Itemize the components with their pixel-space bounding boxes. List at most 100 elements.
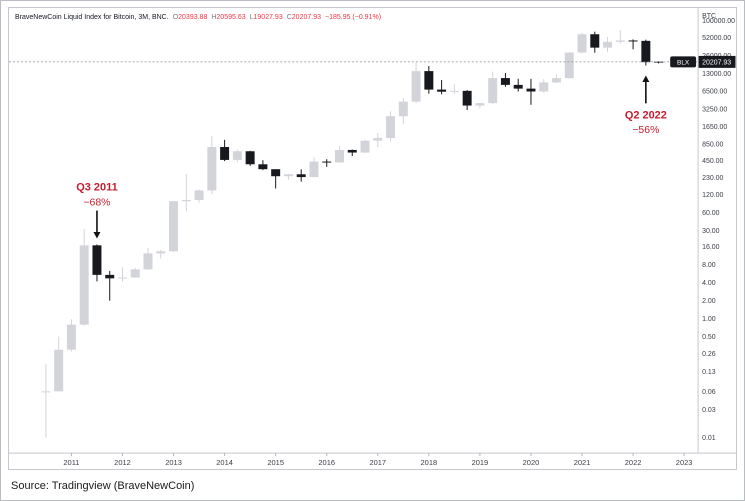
candle bbox=[92, 244, 102, 282]
candle bbox=[258, 160, 268, 171]
price-tick-label: 16.00 bbox=[702, 244, 720, 251]
year-tick-label: 2016 bbox=[318, 458, 335, 467]
candle bbox=[449, 84, 459, 94]
candle bbox=[169, 200, 179, 252]
price-tick-label: 1.00 bbox=[702, 316, 716, 323]
candle bbox=[181, 173, 191, 212]
price-tick-label: 8.00 bbox=[702, 262, 716, 269]
year-tick-label: 2020 bbox=[523, 458, 540, 467]
candle bbox=[245, 150, 255, 166]
annotation-q2-2022: Q2 2022 −56% bbox=[625, 75, 667, 136]
candle bbox=[539, 79, 549, 93]
candle bbox=[194, 189, 204, 203]
price-tick-label: 6500.00 bbox=[702, 89, 727, 96]
candle bbox=[283, 173, 293, 180]
candlestick-series bbox=[41, 30, 664, 438]
year-tick-label: 2013 bbox=[165, 458, 182, 467]
candle bbox=[424, 66, 434, 94]
candle bbox=[603, 36, 613, 53]
price-tick-label: 0.01 bbox=[702, 435, 716, 442]
candle bbox=[66, 319, 76, 352]
svg-text:20207.93: 20207.93 bbox=[702, 59, 731, 66]
price-tick-label: 30.00 bbox=[702, 228, 720, 235]
price-axis[interactable]: BTC100000.0052000.0026000.0013000.006500… bbox=[702, 13, 735, 442]
price-tick-label: 850.00 bbox=[702, 141, 723, 148]
candle bbox=[462, 90, 472, 111]
source-caption: Source: Tradingview (BraveNewCoin) bbox=[11, 480, 195, 492]
price-tick-label: 3250.00 bbox=[702, 107, 727, 114]
candle bbox=[130, 267, 140, 278]
price-tick-label: 52000.00 bbox=[702, 35, 731, 42]
candle bbox=[347, 149, 357, 156]
candle bbox=[437, 80, 447, 95]
open-label: O bbox=[172, 14, 179, 21]
candle bbox=[641, 39, 651, 66]
candle bbox=[526, 78, 536, 105]
candle bbox=[654, 61, 664, 64]
price-tick-label: 0.50 bbox=[702, 334, 716, 341]
candle bbox=[564, 52, 574, 79]
low-label: L bbox=[249, 14, 254, 21]
price-tick-label: 450.00 bbox=[702, 158, 723, 165]
svg-text:BLX: BLX bbox=[677, 59, 690, 66]
candle bbox=[143, 247, 153, 270]
open-value: 20393.88 bbox=[178, 14, 208, 21]
price-tick-label: 0.13 bbox=[702, 369, 716, 376]
series-label-badge: BLX bbox=[670, 56, 697, 68]
annotation-title: Q2 2022 bbox=[625, 109, 667, 121]
candle bbox=[105, 270, 115, 301]
year-tick-label: 2023 bbox=[676, 458, 693, 467]
price-axis-unit: BTC bbox=[702, 13, 716, 20]
time-axis[interactable]: 2011 2012 2013 2014 2015 2016 2017 2018 2019 2020… bbox=[63, 453, 692, 467]
price-tick-label: 0.06 bbox=[702, 389, 716, 396]
annotation-value: −56% bbox=[632, 125, 659, 136]
candle bbox=[475, 102, 485, 109]
change-value: −185.95 (−0.91%) bbox=[324, 14, 382, 21]
close-value: 20207.93 bbox=[291, 14, 321, 21]
year-tick-label: 2022 bbox=[625, 458, 642, 467]
candle bbox=[296, 169, 306, 182]
last-price-tag: 20207.93 bbox=[698, 55, 736, 68]
tradingview-chart-panel: BTC100000.0052000.0026000.0013000.006500… bbox=[8, 7, 737, 470]
price-tick-label: 1650.00 bbox=[702, 124, 727, 131]
close-label: C bbox=[286, 14, 292, 21]
candle bbox=[577, 32, 587, 54]
candle bbox=[488, 71, 498, 104]
low-value: 19027.93 bbox=[253, 14, 283, 21]
candle bbox=[513, 78, 523, 92]
price-tick-label: 230.00 bbox=[702, 175, 723, 182]
price-tick-label: 100000.00 bbox=[702, 18, 735, 25]
price-tick-label: 120.00 bbox=[702, 192, 723, 199]
candle bbox=[411, 62, 421, 104]
candle bbox=[398, 98, 408, 125]
candle bbox=[628, 39, 638, 50]
candle bbox=[220, 139, 230, 162]
candle bbox=[386, 111, 396, 142]
symbol-title[interactable]: BraveNewCoin Liquid Index for Bitcoin, 3… bbox=[15, 14, 169, 21]
candle bbox=[79, 228, 89, 326]
candle bbox=[373, 133, 383, 148]
candle bbox=[335, 146, 344, 163]
year-tick-label: 2021 bbox=[574, 458, 591, 467]
candle bbox=[500, 72, 510, 87]
high-value: 20595.63 bbox=[216, 14, 246, 21]
candle bbox=[54, 336, 64, 392]
annotation-value: −68% bbox=[83, 198, 110, 209]
year-tick-label: 2017 bbox=[369, 458, 386, 467]
price-tick-label: 0.26 bbox=[702, 351, 716, 358]
year-tick-label: 2011 bbox=[63, 458, 79, 467]
year-tick-label: 2019 bbox=[472, 458, 489, 467]
candle bbox=[322, 159, 332, 167]
candle bbox=[207, 135, 217, 195]
year-tick-label: 2015 bbox=[267, 458, 284, 467]
chart-canvas[interactable]: BTC100000.0052000.0026000.0013000.006500… bbox=[9, 8, 736, 469]
year-tick-label: 2014 bbox=[216, 458, 233, 467]
candle bbox=[590, 31, 600, 53]
chart-legend: BraveNewCoin Liquid Index for Bitcoin, 3… bbox=[15, 13, 381, 22]
price-tick-label: 60.00 bbox=[702, 210, 720, 217]
down-arrow-icon bbox=[93, 231, 101, 239]
price-tick-label: 0.03 bbox=[702, 407, 716, 414]
candle bbox=[615, 30, 625, 44]
candle bbox=[271, 169, 281, 189]
